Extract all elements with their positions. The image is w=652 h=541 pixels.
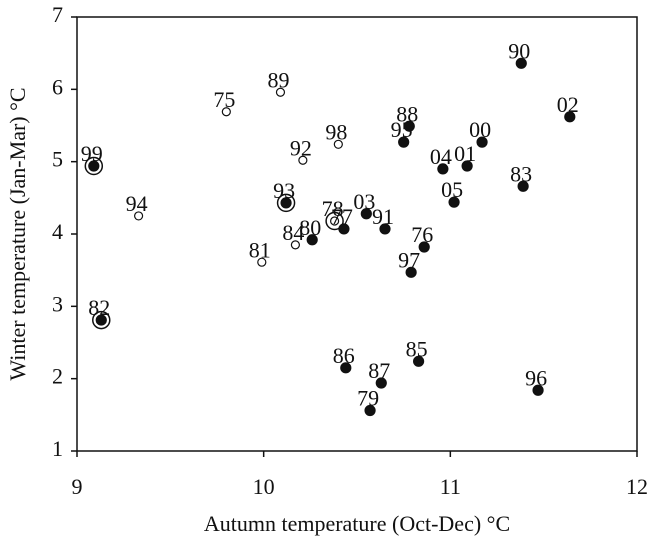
point — [360, 208, 372, 220]
point-label: 91 — [372, 204, 394, 229]
point-label: 76 — [411, 222, 433, 247]
point — [375, 377, 387, 389]
point-label: 90 — [508, 38, 530, 63]
point-label: 04 — [430, 144, 452, 169]
point — [306, 234, 318, 246]
point — [405, 266, 417, 278]
point — [338, 223, 350, 235]
point — [517, 180, 529, 192]
point-ring — [276, 193, 296, 213]
x-tick-label: 9 — [72, 474, 83, 499]
y-tick-label: 7 — [52, 2, 63, 27]
point — [364, 404, 376, 417]
x-axis-title: Autumn temperature (Oct-Dec) °C — [204, 511, 510, 536]
point — [418, 241, 430, 253]
point-label: 89 — [267, 67, 289, 92]
point — [95, 314, 107, 326]
point — [340, 362, 352, 374]
point — [298, 155, 308, 165]
point-label: 86 — [333, 343, 355, 368]
point-label: 03 — [353, 189, 375, 214]
point-label: 92 — [290, 135, 312, 160]
point — [413, 355, 425, 367]
point-label: 82 — [88, 295, 110, 320]
y-tick-label: 4 — [52, 219, 63, 244]
point-label: 79 — [357, 386, 379, 411]
y-tick-label: 6 — [52, 74, 63, 99]
point-label: 98 — [325, 119, 347, 144]
point-label: 87 — [368, 358, 390, 383]
x-tick-label: 10 — [253, 474, 275, 499]
point-label: 99 — [81, 141, 103, 166]
point-label: 80 — [299, 215, 321, 240]
point-label: 02 — [557, 92, 579, 117]
point-label: 78 — [322, 196, 344, 221]
point-label: 93 — [273, 178, 295, 203]
point — [280, 197, 292, 209]
point-label: 81 — [249, 237, 271, 262]
point — [398, 136, 410, 148]
point-label: 05 — [441, 177, 463, 202]
point-label: 00 — [469, 117, 491, 142]
point — [88, 160, 100, 172]
point-ring — [92, 310, 111, 330]
y-axis-title: Winter temperature (Jan-Mar) °C — [5, 87, 30, 380]
point-label: 83 — [510, 161, 532, 186]
point-label: 01 — [454, 141, 476, 166]
point — [330, 216, 340, 226]
point — [257, 257, 267, 267]
point-label: 75 — [213, 87, 235, 112]
point-label: 97 — [398, 247, 420, 272]
point — [403, 120, 415, 132]
point — [290, 240, 300, 250]
point — [275, 87, 286, 97]
x-tick-label: 12 — [626, 474, 648, 499]
x-tick-label: 11 — [440, 474, 461, 499]
point — [461, 160, 473, 172]
y-tick-label: 3 — [52, 291, 63, 316]
y-tick-label: 2 — [52, 364, 63, 389]
point-label: 94 — [126, 191, 148, 216]
y-tick-label: 1 — [52, 436, 63, 461]
point-label: 84 — [282, 220, 304, 245]
point — [379, 223, 391, 235]
point — [476, 136, 488, 148]
point — [448, 196, 460, 208]
point-ring — [325, 211, 344, 231]
point-label: 77 — [331, 204, 353, 229]
point — [333, 139, 343, 149]
point-label: 85 — [406, 336, 428, 361]
point-label: 88 — [396, 101, 418, 126]
point-ring — [84, 156, 104, 176]
point — [515, 57, 527, 69]
point — [532, 384, 544, 396]
point-label: 96 — [525, 365, 547, 390]
point — [437, 163, 449, 175]
y-tick-label: 5 — [52, 147, 63, 172]
point — [221, 107, 231, 117]
point — [564, 111, 576, 123]
point — [134, 211, 144, 221]
